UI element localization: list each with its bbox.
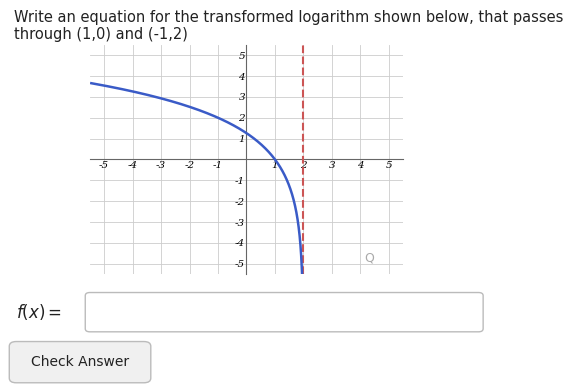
Text: $f(x)=$: $f(x)=$ bbox=[16, 302, 62, 322]
Text: Check Answer: Check Answer bbox=[31, 355, 129, 369]
Text: Write an equation for the transformed logarithm shown below, that passes: Write an equation for the transformed lo… bbox=[14, 10, 564, 25]
Text: Q: Q bbox=[364, 251, 374, 264]
Text: through (1,0) and (-1,2): through (1,0) and (-1,2) bbox=[14, 27, 188, 42]
